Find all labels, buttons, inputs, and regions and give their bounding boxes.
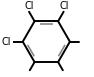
Text: Cl: Cl	[59, 1, 69, 11]
Text: Cl: Cl	[24, 1, 34, 11]
Text: Cl: Cl	[2, 37, 11, 47]
